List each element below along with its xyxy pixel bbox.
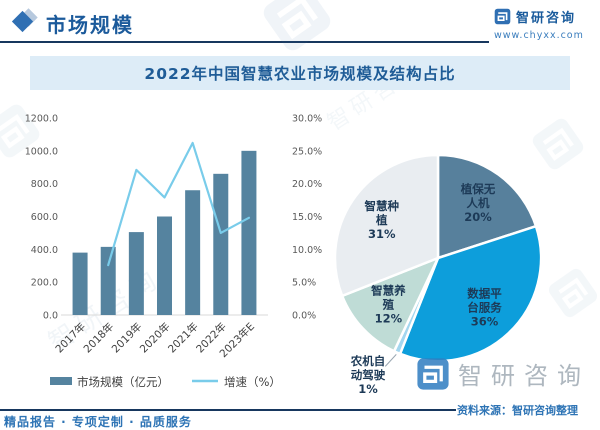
pie-label: 台服务	[467, 301, 502, 315]
left-axis-tick: 200.0	[31, 278, 58, 289]
pie-label-outside: 农机自	[350, 354, 386, 368]
bar-2023年E	[241, 150, 257, 315]
bar-2019年	[128, 232, 144, 315]
section-title: 市场规模	[46, 13, 134, 37]
category-label: 2017年	[53, 320, 89, 356]
right-axis-tick: 15.0%	[292, 212, 322, 223]
data-source-note: 资料来源：智研咨询整理	[457, 404, 578, 417]
left-axis-tick: 800.0	[31, 179, 58, 190]
pie-label: 20%	[464, 210, 492, 224]
left-axis-tick: 600.0	[31, 212, 58, 223]
left-axis-tick: 1000.0	[25, 146, 58, 157]
pie-slice-智慧养殖	[340, 256, 440, 353]
pie-label: 12%	[375, 312, 403, 326]
bottom-watermark: 智研咨询	[416, 356, 590, 391]
category-label: 2021年	[165, 320, 201, 356]
pie-label: 人机	[467, 196, 490, 210]
pie-label: 31%	[368, 227, 396, 241]
pie-label: 36%	[471, 315, 499, 329]
pie-label-outside: 1%	[358, 382, 378, 396]
right-axis-tick: 20.0%	[292, 179, 322, 190]
pie-label: 数据平	[467, 287, 502, 301]
market-size-bar-line-chart: 0.0 200.0 400.0 600.0 800.0 1000.0 1200.0 0.0% 5…	[25, 114, 322, 390]
bar-2022年	[213, 173, 229, 315]
category-label: 2019年	[109, 320, 145, 356]
bar-2017年	[72, 252, 88, 315]
bar-2018年	[100, 246, 116, 315]
pie-label: 植	[375, 213, 388, 227]
chart-title-bar: 2022年中国智慧农业市场规模及结构占比	[30, 56, 570, 90]
brand-block: 智研咨询 www.chyxx.com	[494, 7, 590, 41]
watermark-logo-icon	[416, 357, 450, 391]
right-axis-tick: 10.0%	[292, 245, 322, 256]
chart-title: 2022年中国智慧农业市场规模及结构占比	[144, 65, 456, 83]
left-axis-tick: 0.0	[43, 311, 58, 322]
pie-label: 智慧种	[365, 199, 400, 213]
right-axis-tick: 25.0%	[292, 146, 322, 157]
bar-2020年	[157, 216, 172, 315]
header-divider	[0, 41, 489, 43]
pie-leader-line	[384, 354, 397, 367]
watermark-logo-icon	[257, 0, 338, 57]
bar-2021年	[185, 190, 201, 315]
footer-divider	[0, 409, 456, 411]
pie-slice-植保无人机	[436, 153, 538, 260]
category-label: 2020年	[137, 320, 173, 356]
pie-label: 殖	[382, 298, 395, 312]
right-axis-tick: 0.0%	[292, 311, 316, 322]
section-diamond-icon	[11, 8, 42, 36]
left-axis-tick: 1200.0	[25, 114, 58, 125]
footer-tagline: 精品报告 · 专项定制 · 品质服务	[4, 415, 192, 429]
right-axis-tick: 30.0%	[292, 114, 322, 125]
growth-line	[107, 141, 251, 267]
right-axis-tick: 5.0%	[292, 278, 316, 289]
brand-url: www.chyxx.com	[494, 30, 584, 41]
legend-bar-label: 市场规模（亿元）	[77, 375, 169, 389]
legend-line-label: 增速（%）	[224, 375, 281, 389]
pie-label-outside: 动驾驶	[351, 368, 386, 382]
brand-logo-icon	[494, 8, 511, 25]
watermark-brand-text: 智研咨询	[458, 362, 590, 390]
pie-slice-智慧种植	[333, 153, 440, 298]
legend-bar-swatch	[50, 377, 72, 385]
brand-name: 智研咨询	[516, 11, 577, 26]
left-axis-tick: 400.0	[31, 245, 58, 256]
pie-label: 植保无	[460, 182, 496, 196]
pie-label: 智慧养	[371, 284, 406, 298]
category-label: 2018年	[81, 320, 117, 356]
